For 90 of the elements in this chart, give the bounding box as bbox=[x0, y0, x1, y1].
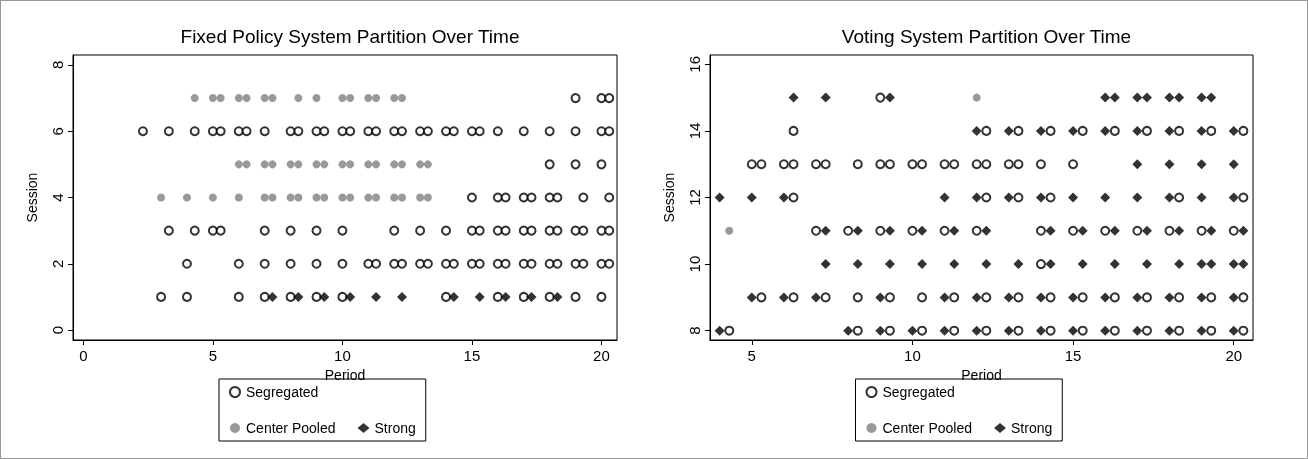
y-tick-label: 8 bbox=[686, 326, 703, 335]
point bbox=[242, 160, 251, 169]
point bbox=[268, 94, 277, 103]
point bbox=[390, 94, 399, 103]
point bbox=[526, 291, 537, 302]
point bbox=[423, 160, 432, 169]
point bbox=[319, 291, 330, 302]
legend-label: Center Pooled bbox=[246, 420, 336, 436]
point bbox=[216, 94, 225, 103]
point bbox=[234, 94, 243, 103]
legend-label: Center Pooled bbox=[882, 420, 973, 436]
point bbox=[294, 193, 303, 202]
point bbox=[398, 94, 406, 103]
point bbox=[267, 291, 278, 302]
point bbox=[190, 94, 199, 103]
legend-label: Strong bbox=[1011, 420, 1053, 436]
x-tick-label: 5 bbox=[747, 347, 756, 364]
point bbox=[552, 291, 563, 302]
point bbox=[268, 160, 277, 169]
point bbox=[286, 193, 295, 202]
point bbox=[423, 193, 432, 202]
point bbox=[372, 193, 381, 202]
point bbox=[372, 160, 381, 169]
point bbox=[294, 94, 303, 103]
point bbox=[260, 160, 269, 169]
x-tick-label: 0 bbox=[79, 347, 88, 364]
point bbox=[346, 193, 355, 202]
point bbox=[242, 94, 251, 103]
point bbox=[390, 160, 399, 169]
point bbox=[346, 94, 355, 103]
x-tick-label: 5 bbox=[208, 347, 218, 364]
x-tick-label: 15 bbox=[1064, 347, 1082, 364]
point bbox=[500, 291, 511, 302]
y-tick-label: 0 bbox=[49, 325, 66, 335]
legend-label: Segregated bbox=[246, 384, 319, 400]
point bbox=[312, 160, 321, 169]
point bbox=[208, 193, 217, 202]
x-tick-label: 20 bbox=[1225, 347, 1243, 364]
point bbox=[320, 193, 329, 202]
y-tick-label: 14 bbox=[686, 122, 703, 140]
x-tick-label: 10 bbox=[334, 347, 351, 364]
point bbox=[338, 94, 347, 103]
point bbox=[474, 291, 485, 302]
point bbox=[372, 94, 381, 103]
y-tick-label: 6 bbox=[49, 127, 66, 136]
point bbox=[312, 193, 321, 202]
y-axis-title: Session bbox=[24, 172, 40, 223]
x-tick-label: 10 bbox=[904, 347, 921, 364]
point bbox=[398, 193, 406, 202]
point bbox=[364, 193, 373, 202]
point bbox=[286, 160, 295, 169]
point bbox=[338, 193, 347, 202]
point bbox=[416, 193, 425, 202]
chart-title: Fixed Policy System Partition Over Time bbox=[180, 26, 520, 47]
chart-title: Voting System Partition Over Time bbox=[841, 26, 1132, 47]
point bbox=[320, 160, 329, 169]
point bbox=[398, 160, 406, 169]
y-axis-title: Session bbox=[661, 172, 677, 223]
point bbox=[312, 94, 321, 103]
point bbox=[346, 160, 355, 169]
x-axis-title: Period bbox=[324, 367, 366, 383]
x-tick-label: 15 bbox=[463, 347, 481, 364]
point bbox=[157, 193, 166, 202]
point bbox=[234, 160, 243, 169]
y-tick-label: 10 bbox=[686, 255, 703, 273]
x-tick-label: 20 bbox=[593, 347, 610, 364]
point bbox=[364, 94, 373, 103]
point bbox=[345, 291, 356, 302]
point bbox=[364, 160, 373, 169]
point bbox=[396, 291, 407, 302]
point bbox=[294, 160, 303, 169]
x-axis-title: Period bbox=[961, 367, 1002, 383]
y-tick-label: 12 bbox=[686, 189, 703, 206]
point bbox=[293, 291, 304, 302]
point bbox=[416, 160, 425, 169]
y-tick-label: 16 bbox=[686, 55, 703, 73]
point bbox=[338, 160, 347, 169]
legend-label: Segregated bbox=[882, 384, 955, 400]
point bbox=[182, 193, 191, 202]
y-tick-label: 2 bbox=[49, 259, 66, 268]
point bbox=[234, 193, 243, 202]
legend-label: Strong bbox=[374, 420, 416, 436]
y-tick-label: 8 bbox=[49, 60, 66, 70]
point bbox=[260, 193, 269, 202]
point bbox=[390, 193, 399, 202]
y-tick-label: 4 bbox=[49, 193, 66, 202]
point bbox=[268, 193, 277, 202]
point bbox=[260, 94, 269, 103]
point bbox=[208, 94, 217, 103]
point bbox=[371, 291, 382, 302]
